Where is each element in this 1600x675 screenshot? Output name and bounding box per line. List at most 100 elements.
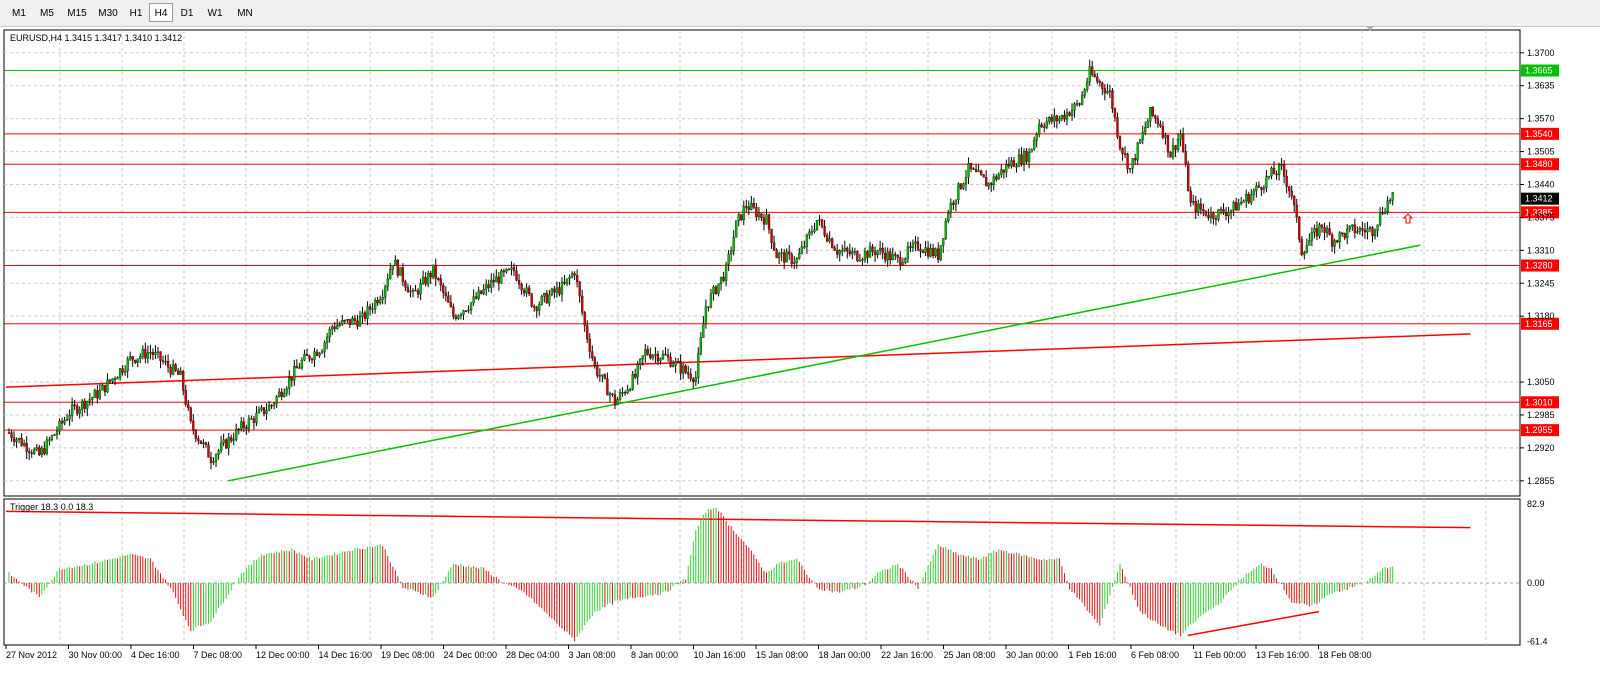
candle-body [381, 296, 384, 300]
candle-body [939, 245, 942, 260]
candle-body [505, 268, 508, 273]
candle-body [232, 439, 235, 441]
candle-body [555, 287, 559, 293]
candle-body [1361, 227, 1364, 231]
candle-body [641, 355, 644, 360]
candle-body [669, 356, 672, 367]
candle-body [1043, 126, 1046, 128]
timeframe-button-d1[interactable]: D1 [180, 8, 194, 19]
timeframe-button-h4[interactable]: H4 [149, 3, 173, 22]
price-tick-label: 1.3050 [1527, 377, 1555, 387]
candle-body [1229, 209, 1233, 213]
candle-body [1224, 212, 1228, 217]
candle-body [118, 368, 122, 378]
time-tick-label: 13 Feb 16:00 [1256, 650, 1309, 660]
candle-body [1333, 240, 1336, 247]
candle-body [1078, 103, 1081, 105]
candle-body [654, 353, 657, 356]
chart-shift-marker-icon[interactable] [1366, 26, 1374, 31]
timeframe-button-w1[interactable]: W1 [207, 8, 223, 19]
indicator-tick-label: -61.4 [1527, 637, 1548, 647]
candle-body [702, 323, 705, 338]
candle-body [699, 337, 702, 354]
timeframe-toolbar: M1 M5 M15 M30 H1 H4 D1 W1 MN [0, 0, 1600, 27]
candle-body [616, 399, 619, 406]
candle-body [661, 353, 665, 359]
trendline[interactable] [5, 333, 1471, 388]
candle-body [25, 443, 28, 452]
candle-body [1389, 200, 1392, 202]
candle-body [1161, 125, 1165, 138]
candle-body [38, 447, 41, 456]
candle-body [343, 320, 346, 322]
candle-body [33, 449, 36, 454]
price-tick-label: 1.3245 [1527, 278, 1555, 288]
timeframe-button-m15[interactable]: M15 [67, 8, 87, 19]
candle-body [121, 368, 124, 373]
timeframe-button-m5[interactable]: M5 [40, 8, 54, 19]
candle-body [166, 360, 170, 368]
candle-body [727, 253, 730, 265]
candle-body [131, 356, 134, 361]
candle-body [1275, 173, 1278, 176]
candle-body [437, 278, 440, 280]
candle-body [522, 290, 526, 294]
candle-body [1159, 123, 1162, 127]
time-tick-label: 15 Jan 08:00 [756, 650, 808, 660]
candle-body [12, 437, 16, 442]
candle-body [959, 183, 963, 189]
candle-body [719, 276, 723, 284]
candle-body [134, 359, 137, 363]
candle-body [1176, 139, 1180, 150]
candle-body [1313, 228, 1316, 233]
candle-body [815, 220, 819, 230]
candle-body [477, 290, 480, 299]
time-tick-label: 8 Jan 00:00 [631, 650, 678, 660]
candle-body [790, 253, 793, 264]
candle-body [386, 278, 389, 287]
candle-body [303, 354, 306, 361]
candle-body [91, 397, 94, 400]
candle-body [1336, 240, 1339, 243]
candle-body [1300, 239, 1303, 255]
candle-body [881, 247, 884, 254]
candle-body [209, 457, 213, 463]
candle-body [1343, 233, 1346, 239]
price-tick-label: 1.3700 [1527, 48, 1555, 58]
candle-body [656, 353, 660, 362]
candle-body [876, 250, 879, 256]
time-tick-label: 18 Jan 00:00 [819, 650, 871, 660]
candle-body [1025, 151, 1028, 162]
trendline[interactable] [1187, 610, 1320, 637]
timeframe-button-m1[interactable]: M1 [12, 8, 26, 19]
candle-body [224, 439, 228, 449]
candle-body [272, 403, 276, 406]
timeframe-button-m30[interactable]: M30 [98, 8, 118, 19]
candle-body [995, 176, 998, 180]
candle-body [1262, 187, 1266, 190]
candle-body [55, 431, 59, 435]
candle-body [788, 251, 791, 255]
candle-body [947, 212, 950, 222]
candle-body [1381, 212, 1384, 214]
candle-body [1303, 252, 1306, 255]
level-price-tag [1521, 206, 1559, 219]
candle-body [1288, 186, 1291, 192]
trendline[interactable] [228, 244, 1421, 482]
candle-body [207, 444, 210, 458]
timeframe-button-mn[interactable]: MN [237, 8, 253, 19]
candle-body [987, 183, 990, 187]
chart-area[interactable]: 1.3665 1.3540 1.3480 1.3385 1.3280 1.3165 1.30… [0, 26, 1600, 675]
candle-body [543, 293, 546, 297]
candle-body [846, 247, 849, 252]
candle-body [235, 428, 238, 440]
candle-body [583, 312, 586, 326]
candle-body [765, 214, 768, 225]
candle-body [1235, 202, 1238, 211]
candle-body [1002, 169, 1005, 173]
candle-body [780, 252, 783, 254]
candle-body [1073, 103, 1076, 111]
timeframe-button-h1[interactable]: H1 [129, 8, 143, 19]
trendline[interactable] [5, 510, 1471, 529]
candle-body [724, 264, 728, 281]
